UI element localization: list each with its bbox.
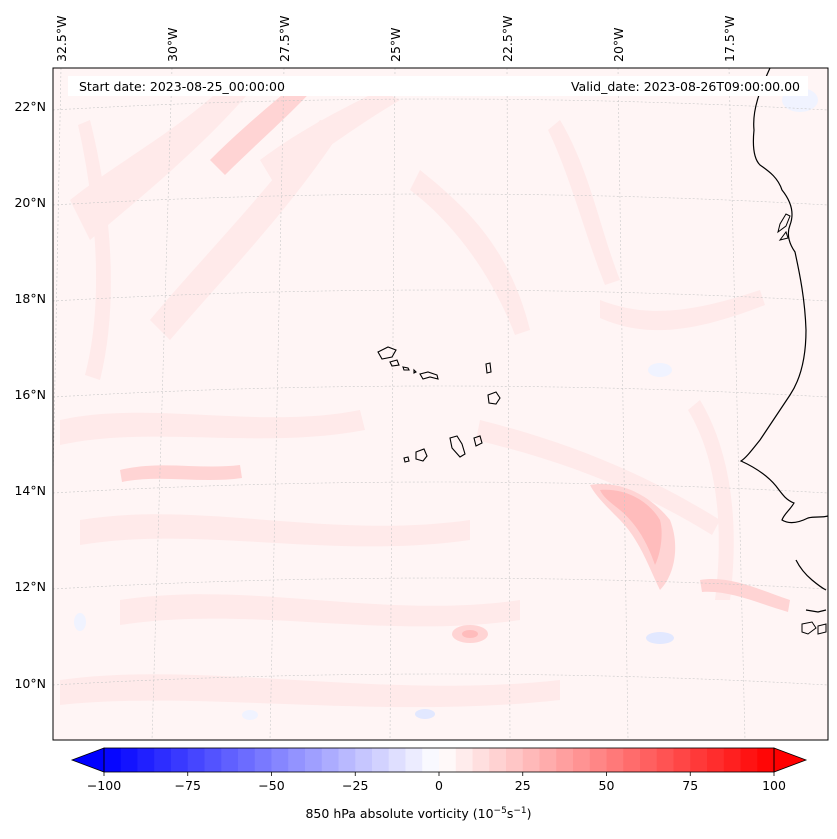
strong-positive-core [462,489,662,638]
colorbar-segment [707,748,725,772]
island-sao-vicente [389,359,400,367]
colorbar-segment [606,748,624,772]
lon-label-27-5w: 27.5°W [277,16,292,62]
island-sao-nicolau [419,371,439,380]
header-strip [68,76,808,96]
weak-positive-streaks [60,80,765,708]
colorbar-label: 850 hPa absolute vorticity (10−5s−1) [305,806,532,822]
colorbar-left-extension [70,747,105,773]
colorbar-tick-label: −50 [258,778,284,793]
colorbar-segment [137,748,155,772]
colorbar-segment [238,748,256,772]
longitude-labels: 32.5°W 30°W 27.5°W 25°W 22.5°W 20°W 17.5… [54,16,737,62]
colorbar-segment [522,748,540,772]
colorbar-segment [422,748,440,772]
colorbar-segment [305,748,323,772]
latitude-labels: 22°N 20°N 18°N 16°N 14°N 12°N 10°N [14,99,46,691]
colorbar-segment [656,748,674,772]
colorbar-segment [757,748,775,772]
lon-label-20w: 20°W [611,27,626,62]
colorbar-segment [271,748,289,772]
african-coastline [739,68,828,613]
colorbar-segment [204,748,222,772]
colorbar: −100 −75 −50 −25 0 25 50 75 100 [70,747,808,793]
colorbar-ticks: −100 −75 −50 −25 0 25 50 75 100 [87,772,786,793]
colorbar-tick-label: −100 [87,778,121,793]
african-coastline-islands [777,213,827,635]
colorbar-segment [187,748,205,772]
colorbar-segment [254,748,272,772]
lat-label-20n: 20°N [14,195,46,210]
island-branco [413,368,417,374]
island-santa-luzia [402,366,410,371]
island-maio [473,435,483,447]
lon-label-25w: 25°W [388,27,403,62]
colorbar-segment [321,748,339,772]
colorbar-segment [723,748,741,772]
colorbar-segment [372,748,390,772]
colorbar-segment [104,748,122,772]
colorbar-tick-label: 50 [599,778,615,793]
colorbar-segment [355,748,373,772]
plot-frame [52,67,829,741]
colorbar-segment [288,748,306,772]
colorbar-tick-label: 0 [435,778,443,793]
colorbar-segment [455,748,473,772]
colorbar-segment [221,748,239,772]
lon-label-30w: 30°W [165,27,180,62]
lat-label-10n: 10°N [14,676,46,691]
colorbar-tick-label: 75 [682,778,698,793]
island-santiago [449,435,466,458]
lat-label-22n: 22°N [14,99,46,114]
island-boa-vista [487,391,501,405]
lon-label-17-5w: 17.5°W [722,16,737,62]
colorbar-segment [154,748,172,772]
colorbar-segment [506,748,524,772]
colorbar-segments [104,748,775,772]
colorbar-segment [388,748,406,772]
lat-label-18n: 18°N [14,291,46,306]
colorbar-segment [640,748,658,772]
lat-label-12n: 12°N [14,579,46,594]
colorbar-segment [573,748,591,772]
colorbar-tick-label: −75 [175,778,201,793]
colorbar-right-extension [773,747,808,773]
start-date-label: Start date: 2023-08-25_00:00:00 [79,79,285,94]
colorbar-segment [539,748,557,772]
lon-label-32-5w: 32.5°W [54,16,69,62]
colorbar-segment [623,748,641,772]
colorbar-segment [489,748,507,772]
vorticity-field [53,68,828,740]
colorbar-segment [405,748,423,772]
colorbar-segment [556,748,574,772]
cape-verde-islands [377,346,501,463]
gridlines [53,68,828,740]
negative-patches [74,88,818,720]
island-sal [485,362,492,374]
island-santo-antao [377,346,397,360]
colorbar-segment [589,748,607,772]
colorbar-segment [690,748,708,772]
colorbar-segment [740,748,758,772]
colorbar-segment [338,748,356,772]
island-brava [403,456,410,463]
colorbar-segment [472,748,490,772]
colorbar-segment [171,748,189,772]
colorbar-tick-label: 100 [762,778,786,793]
colorbar-tick-label: 25 [515,778,531,793]
lat-label-14n: 14°N [14,483,46,498]
colorbar-segment [439,748,457,772]
island-fogo [415,448,428,462]
colorbar-segment [673,748,691,772]
lon-label-22-5w: 22.5°W [500,16,515,62]
colorbar-tick-label: −25 [342,778,368,793]
colorbar-segment [120,748,138,772]
lat-label-16n: 16°N [14,387,46,402]
valid-date-label: Valid_date: 2023-08-26T09:00:00.00 [571,79,800,94]
moderate-positive-patches [120,80,790,643]
